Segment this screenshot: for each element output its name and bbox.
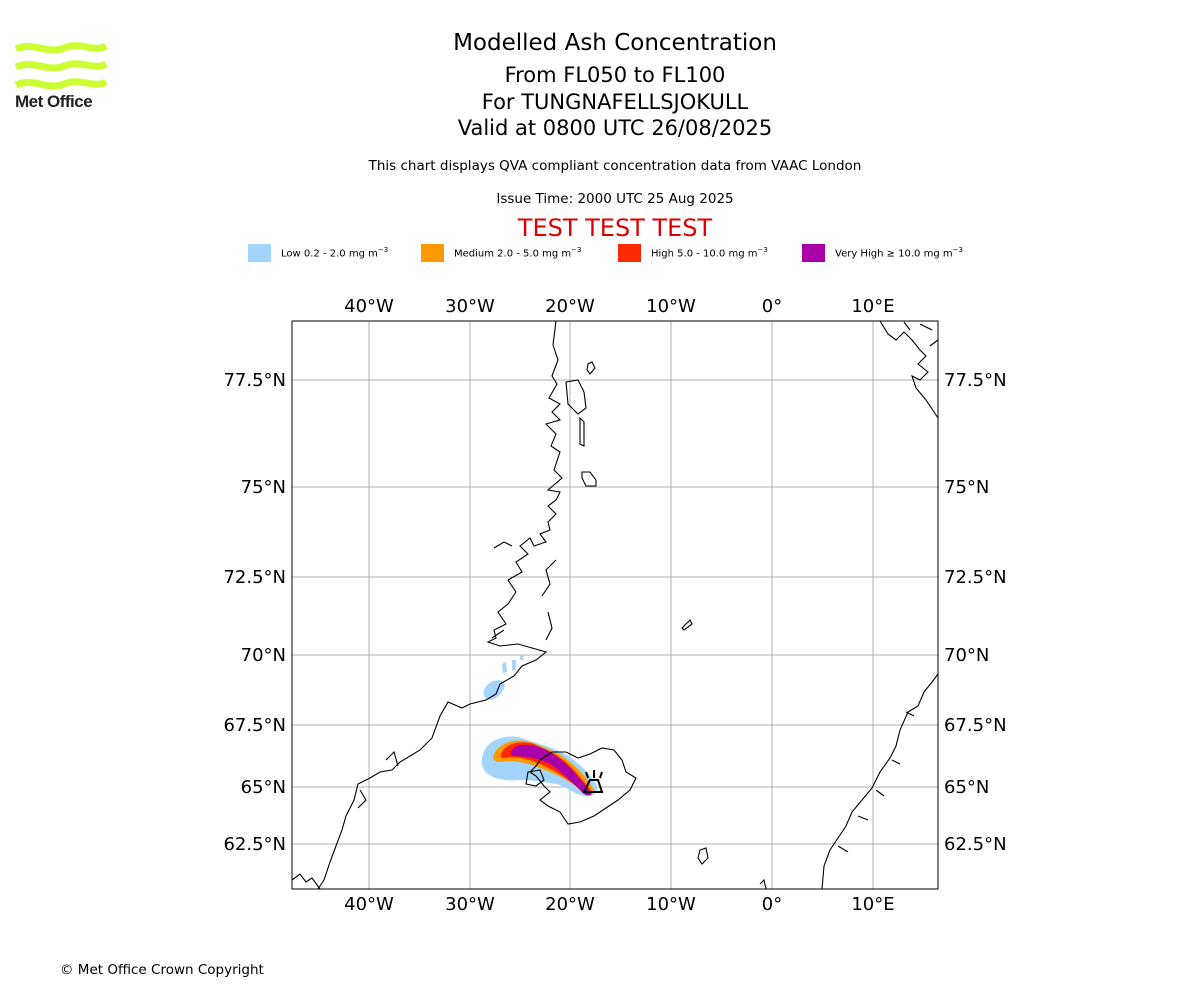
map-frame (291, 320, 939, 890)
jan-mayen (681, 619, 693, 631)
copyright-notice: © Met Office Crown Copyright (60, 962, 264, 978)
island-3 (579, 416, 585, 447)
lon-label-bottom: 20°W (545, 894, 595, 915)
ash-low-speck-3 (520, 654, 524, 660)
lat-label-right: 62.5°N (944, 834, 1007, 855)
lat-label-left: 65°N (241, 777, 286, 798)
greenland-coast (317, 320, 563, 890)
norway-fjords (837, 711, 915, 853)
issue-time: Issue Time: 2000 UTC 25 Aug 2025 (496, 191, 734, 207)
svalbard (879, 320, 939, 419)
volcano-icon (582, 770, 604, 793)
lon-label-bottom: 10°E (851, 894, 894, 915)
flight-level-range: From FL050 to FL100 (504, 63, 726, 87)
lat-label-right: 65°N (944, 777, 989, 798)
lon-label-top: 40°W (344, 296, 394, 317)
legend-item-very-high: Very High ≥ 10.0 mg m−3 (802, 244, 963, 262)
lat-label-right: 70°N (944, 645, 989, 666)
legend-swatch-high (618, 244, 641, 262)
iceland-westfjords (525, 769, 545, 787)
lon-label-top: 10°W (646, 296, 696, 317)
lat-label-right: 72.5°N (944, 567, 1007, 588)
met-office-logo (14, 42, 108, 90)
island-2 (565, 379, 587, 415)
legend-label-medium: Medium 2.0 - 5.0 mg m (454, 248, 572, 260)
lat-label-right: 67.5°N (944, 715, 1007, 736)
lat-label-right: 75°N (944, 477, 989, 498)
map-gridlines (292, 321, 938, 889)
test-banner: TEST TEST TEST (517, 214, 713, 242)
lat-label-left: 70°N (241, 645, 286, 666)
svalbard-fjords (903, 321, 939, 347)
chart-description: This chart displays QVA compliant concen… (368, 158, 862, 174)
greenland-southeast-inlets (357, 750, 399, 809)
coastlines (291, 320, 939, 890)
legend-label-low: Low 0.2 - 2.0 mg m (281, 248, 378, 260)
lon-label-bottom: 40°W (344, 894, 394, 915)
lat-label-left: 62.5°N (223, 834, 286, 855)
legend-label-very-high: Very High ≥ 10.0 mg m (835, 248, 953, 260)
legend-item-low: Low 0.2 - 2.0 mg m−3 (248, 244, 388, 262)
lat-label-left: 77.5°N (223, 370, 286, 391)
lon-label-top: 0° (762, 296, 782, 317)
lon-label-top: 10°E (851, 296, 894, 317)
lat-label-left: 72.5°N (223, 567, 286, 588)
legend-label-high: High 5.0 - 10.0 mg m (651, 248, 758, 260)
island-4 (581, 471, 597, 487)
lat-label-left: 75°N (241, 477, 286, 498)
lon-label-bottom: 10°W (646, 894, 696, 915)
legend-swatch-low (248, 244, 271, 262)
norway-coast (821, 673, 939, 890)
legend-swatch-very-high (802, 244, 825, 262)
legend-item-medium: Medium 2.0 - 5.0 mg m−3 (421, 244, 581, 262)
greenland-inlets (491, 541, 557, 641)
volcano-name: For TUNGNAFELLSJOKULL (481, 90, 749, 114)
lon-label-bottom: 0° (762, 894, 782, 915)
legend-item-high: High 5.0 - 10.0 mg m−3 (618, 244, 768, 262)
lat-label-right: 77.5°N (944, 370, 1007, 391)
chart-title: Modelled Ash Concentration (453, 30, 777, 56)
logo-text: Met Office (15, 92, 93, 111)
ash-very-high (510, 744, 592, 796)
lon-label-top: 30°W (445, 296, 495, 317)
faroe-islands (697, 847, 709, 865)
shetland (759, 878, 767, 890)
island-1 (586, 361, 596, 375)
iceland-coast (529, 747, 637, 825)
ash-plume (481, 654, 598, 797)
ash-low-speck-1 (502, 662, 507, 673)
legend-swatch-medium (421, 244, 444, 262)
lon-label-bottom: 30°W (445, 894, 495, 915)
ash-low-speck-2 (512, 660, 516, 670)
valid-time: Valid at 0800 UTC 26/08/2025 (457, 116, 773, 140)
lat-label-left: 67.5°N (223, 715, 286, 736)
lon-label-top: 20°W (545, 296, 595, 317)
greenland-southwest (291, 873, 321, 890)
